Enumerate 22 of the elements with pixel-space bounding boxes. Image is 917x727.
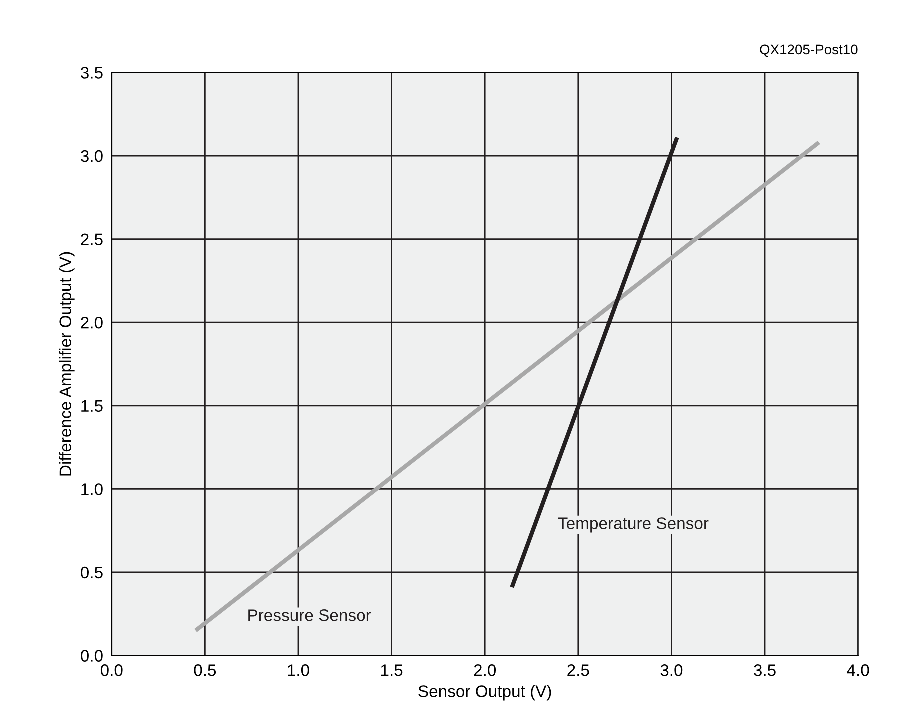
x-tick-label: 2.5 bbox=[568, 664, 590, 676]
y-tick-label: 0.0 bbox=[81, 650, 103, 662]
x-tick-label: 0.5 bbox=[194, 664, 216, 676]
x-tick-label: 0.0 bbox=[100, 664, 123, 676]
x-tick-label: 1.5 bbox=[381, 664, 403, 676]
y-tick-label: 3.5 bbox=[81, 67, 103, 79]
series-label: Pressure Sensor bbox=[248, 610, 372, 622]
y-tick-label: 3.0 bbox=[81, 150, 103, 162]
series-label: Temperature Sensor bbox=[558, 518, 709, 533]
x-tick-label: 1.0 bbox=[288, 664, 310, 676]
y-tick-label: 2.0 bbox=[81, 316, 103, 329]
y-tick-label: 2.5 bbox=[81, 234, 103, 246]
x-axis-title: Sensor Output (V) bbox=[418, 685, 552, 701]
x-tick-label: 3.5 bbox=[754, 664, 776, 676]
y-tick-label: 1.0 bbox=[82, 484, 103, 496]
x-tick-label: 2.0 bbox=[474, 664, 496, 676]
x-tick-label: 3.0 bbox=[660, 664, 683, 676]
text: QX1205-Post10 bbox=[760, 44, 858, 58]
x-tick-label: 4.0 bbox=[847, 664, 870, 676]
y-axis-title: Difference Amplifier Output (V) bbox=[59, 252, 75, 476]
y-tick-label: 0.5 bbox=[81, 566, 103, 579]
y-tick-label: 1.5 bbox=[82, 400, 103, 412]
